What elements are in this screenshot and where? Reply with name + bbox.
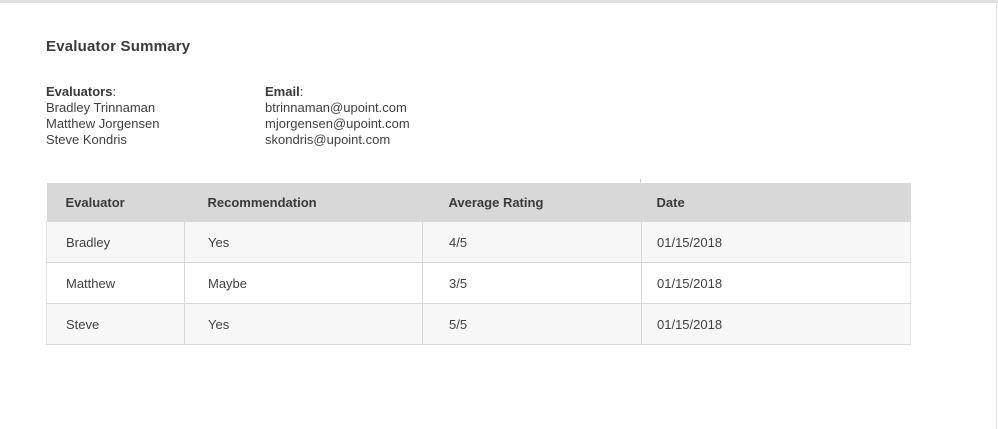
evaluator-name: Matthew Jorgensen [46,116,160,131]
column-header-evaluator: Evaluator [46,183,185,222]
column-divider-tick [640,179,641,183]
cell-date: 01/15/2018 [641,303,911,345]
cell-date: 01/15/2018 [641,262,911,304]
evaluator-summary-table: Evaluator Recommendation Average Rating … [46,183,911,345]
email-address: mjorgensen@upoint.com [265,116,410,131]
table-row: Steve Yes 5/5 01/15/2018 [46,303,911,345]
cell-average-rating: 4/5 [422,221,642,263]
evaluator-name: Bradley Trinnaman [46,100,156,115]
cell-average-rating: 5/5 [422,303,642,345]
table-row: Bradley Yes 4/5 01/15/2018 [46,221,911,263]
evaluators-column: Evaluators: Bradley Trinnaman Matthew Jo… [46,84,265,148]
cell-average-rating: 3/5 [422,262,642,304]
emails-column: Email: btrinnaman@upoint.com mjorgensen@… [265,84,410,148]
table-header-row: Evaluator Recommendation Average Rating … [46,183,911,222]
cell-evaluator: Matthew [46,262,185,304]
cell-recommendation: Yes [184,303,423,345]
page-title: Evaluator Summary [46,38,191,55]
cell-recommendation: Maybe [184,262,423,304]
cell-evaluator: Steve [46,303,185,345]
cell-evaluator: Bradley [46,221,185,263]
cell-recommendation: Yes [184,221,423,263]
right-border [996,0,997,429]
column-header-average-rating: Average Rating [422,183,642,222]
evaluator-info-section: Evaluators: Bradley Trinnaman Matthew Jo… [46,84,410,148]
top-border [0,0,998,3]
table-row: Matthew Maybe 3/5 01/15/2018 [46,262,911,304]
email-address: skondris@upoint.com [265,132,391,147]
column-header-date: Date [641,183,911,222]
column-header-recommendation: Recommendation [184,183,423,222]
email-label: Email: [265,84,304,99]
evaluator-summary-table-wrap: Evaluator Recommendation Average Rating … [46,183,911,345]
evaluators-label: Evaluators: [46,84,117,99]
email-address: btrinnaman@upoint.com [265,100,407,115]
cell-date: 01/15/2018 [641,221,911,263]
evaluator-name: Steve Kondris [46,132,127,147]
